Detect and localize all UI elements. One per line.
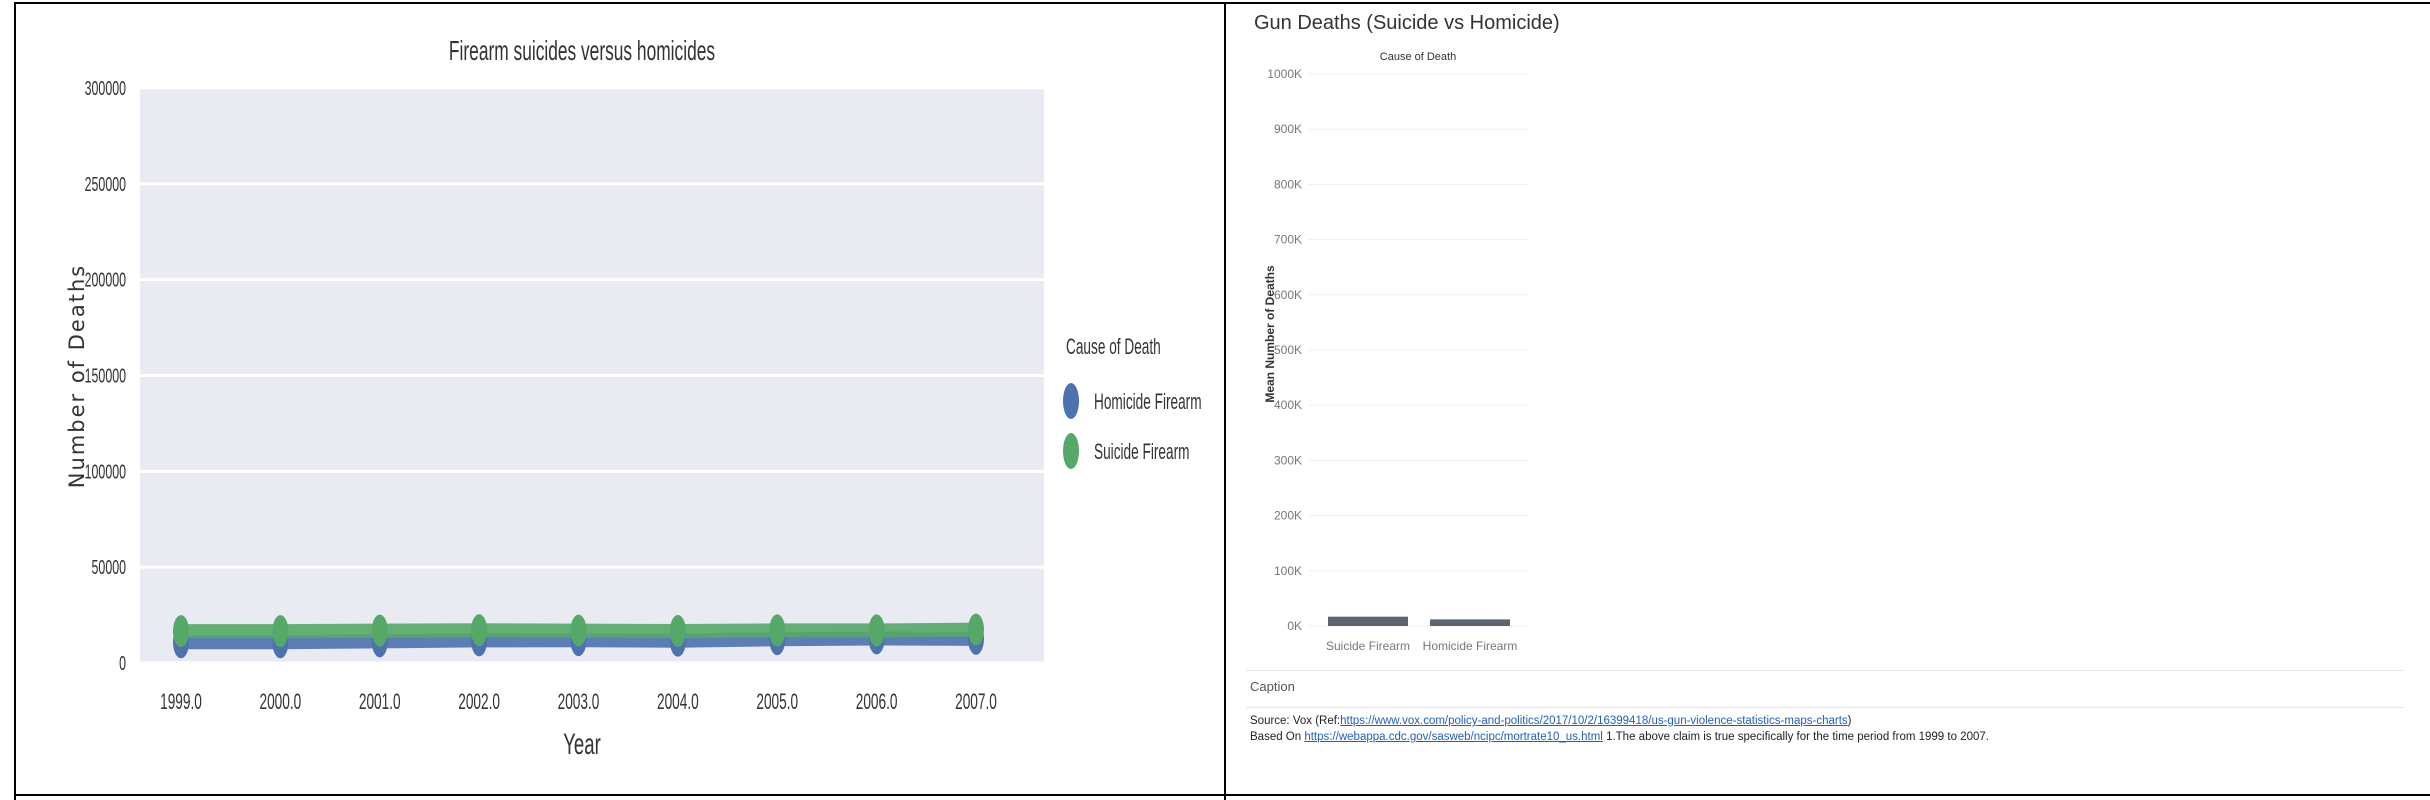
legend-marker (1063, 433, 1079, 469)
y-tick-label: 100000 (85, 460, 126, 483)
x-tick-label: 2003.0 (558, 689, 600, 714)
x-tick-label: 2001.0 (359, 689, 401, 714)
y-tick-label: 0 (119, 652, 126, 675)
x-tick-label: 2002.0 (458, 689, 500, 714)
chart-title: Firearm suicides versus homicides (449, 35, 715, 66)
x-tick-label: 1999.0 (160, 689, 202, 714)
caption-box: Caption Source: Vox (Ref:https://www.vox… (1246, 670, 2404, 769)
vox-link[interactable]: https://www.vox.com/policy-and-politics/… (1340, 715, 1848, 727)
y-tick-label: 300000 (85, 77, 126, 100)
legend-label: Homicide Firearm (1094, 389, 1202, 414)
data-point (272, 615, 289, 648)
x-tick-label: 2005.0 (756, 689, 798, 714)
frame-top (14, 2, 2430, 4)
y-tick-label: 200000 (85, 269, 126, 292)
x-tick-label: 2000.0 (260, 689, 302, 714)
y-tick-label: 300K (1274, 453, 1302, 467)
y-tick-label: 800K (1274, 177, 1302, 191)
x-axis-label: Year (563, 728, 601, 762)
y-tick-label: 150000 (85, 364, 126, 387)
y-tick-label: 50000 (92, 556, 126, 579)
y-tick-label: 250000 (85, 173, 126, 196)
bar (1430, 619, 1510, 626)
x-tick-label: 2006.0 (856, 689, 898, 714)
y-axis-label: Mean Number of Deaths (1263, 265, 1277, 403)
bar-chart: Cause of Death 0K 100K 200K 300K 400K 500K 600K… (1263, 51, 1528, 653)
caption-basis-line: Based On https://webappa.cdc.gov/sasweb/… (1250, 731, 1989, 743)
y-axis-label: Number of Deaths (65, 264, 89, 488)
frame-left (14, 2, 16, 800)
data-point (669, 614, 686, 647)
caption-title: Caption (1250, 679, 1295, 694)
bar-chart-title: Gun Deaths (Suicide vs Homicide) (1254, 12, 1560, 34)
x-tick-label: 2004.0 (657, 689, 699, 714)
caption-basis-suffix: 1.The above claim is true specifically f… (1602, 731, 1989, 743)
y-tick-label: 600K (1274, 288, 1302, 302)
y-tick-label: 1000K (1267, 67, 1302, 81)
data-point (769, 614, 786, 647)
legend-label: Suicide Firearm (1094, 439, 1189, 464)
legend-marker (1063, 383, 1079, 419)
data-point (173, 615, 189, 648)
bar-chart-panel: Gun Deaths (Suicide vs Homicide) Cause o… (1238, 4, 2428, 794)
caption-basis-prefix: Based On (1250, 731, 1305, 743)
data-point (570, 614, 587, 647)
frame-bottom (14, 794, 2430, 796)
column-header: Cause of Death (1380, 51, 1456, 63)
data-point (471, 614, 488, 647)
data-point (371, 614, 388, 647)
legend-title: Cause of Death (1066, 334, 1161, 359)
caption-source-line: Source: Vox (Ref:https://www.vox.com/pol… (1250, 715, 1852, 727)
y-tick-label: 900K (1274, 122, 1302, 136)
y-tick-label: 500K (1274, 343, 1302, 357)
caption-divider (1246, 707, 2404, 708)
data-point (868, 614, 885, 647)
y-tick-label: 400K (1274, 398, 1302, 412)
frame-divider (1224, 2, 1226, 800)
caption-source-prefix: Source: Vox (Ref: (1250, 715, 1341, 727)
cdc-link[interactable]: https://webappa.cdc.gov/sasweb/ncipc/mor… (1304, 731, 1603, 743)
x-tick-label: Suicide Firearm (1326, 639, 1410, 653)
data-point (968, 613, 984, 646)
y-tick-label: 200K (1274, 509, 1302, 523)
y-tick-label: 100K (1274, 564, 1302, 578)
caption-source-suffix: ) (1847, 715, 1852, 727)
y-tick-label: 0K (1287, 619, 1302, 633)
line-chart: 0 50000 100000 150000 200000 250000 300000 1999… (65, 35, 1202, 762)
bar (1328, 616, 1408, 626)
x-tick-label: 2007.0 (955, 689, 997, 714)
y-tick-label: 700K (1274, 233, 1302, 247)
x-tick-label: Homicide Firearm (1423, 639, 1518, 653)
